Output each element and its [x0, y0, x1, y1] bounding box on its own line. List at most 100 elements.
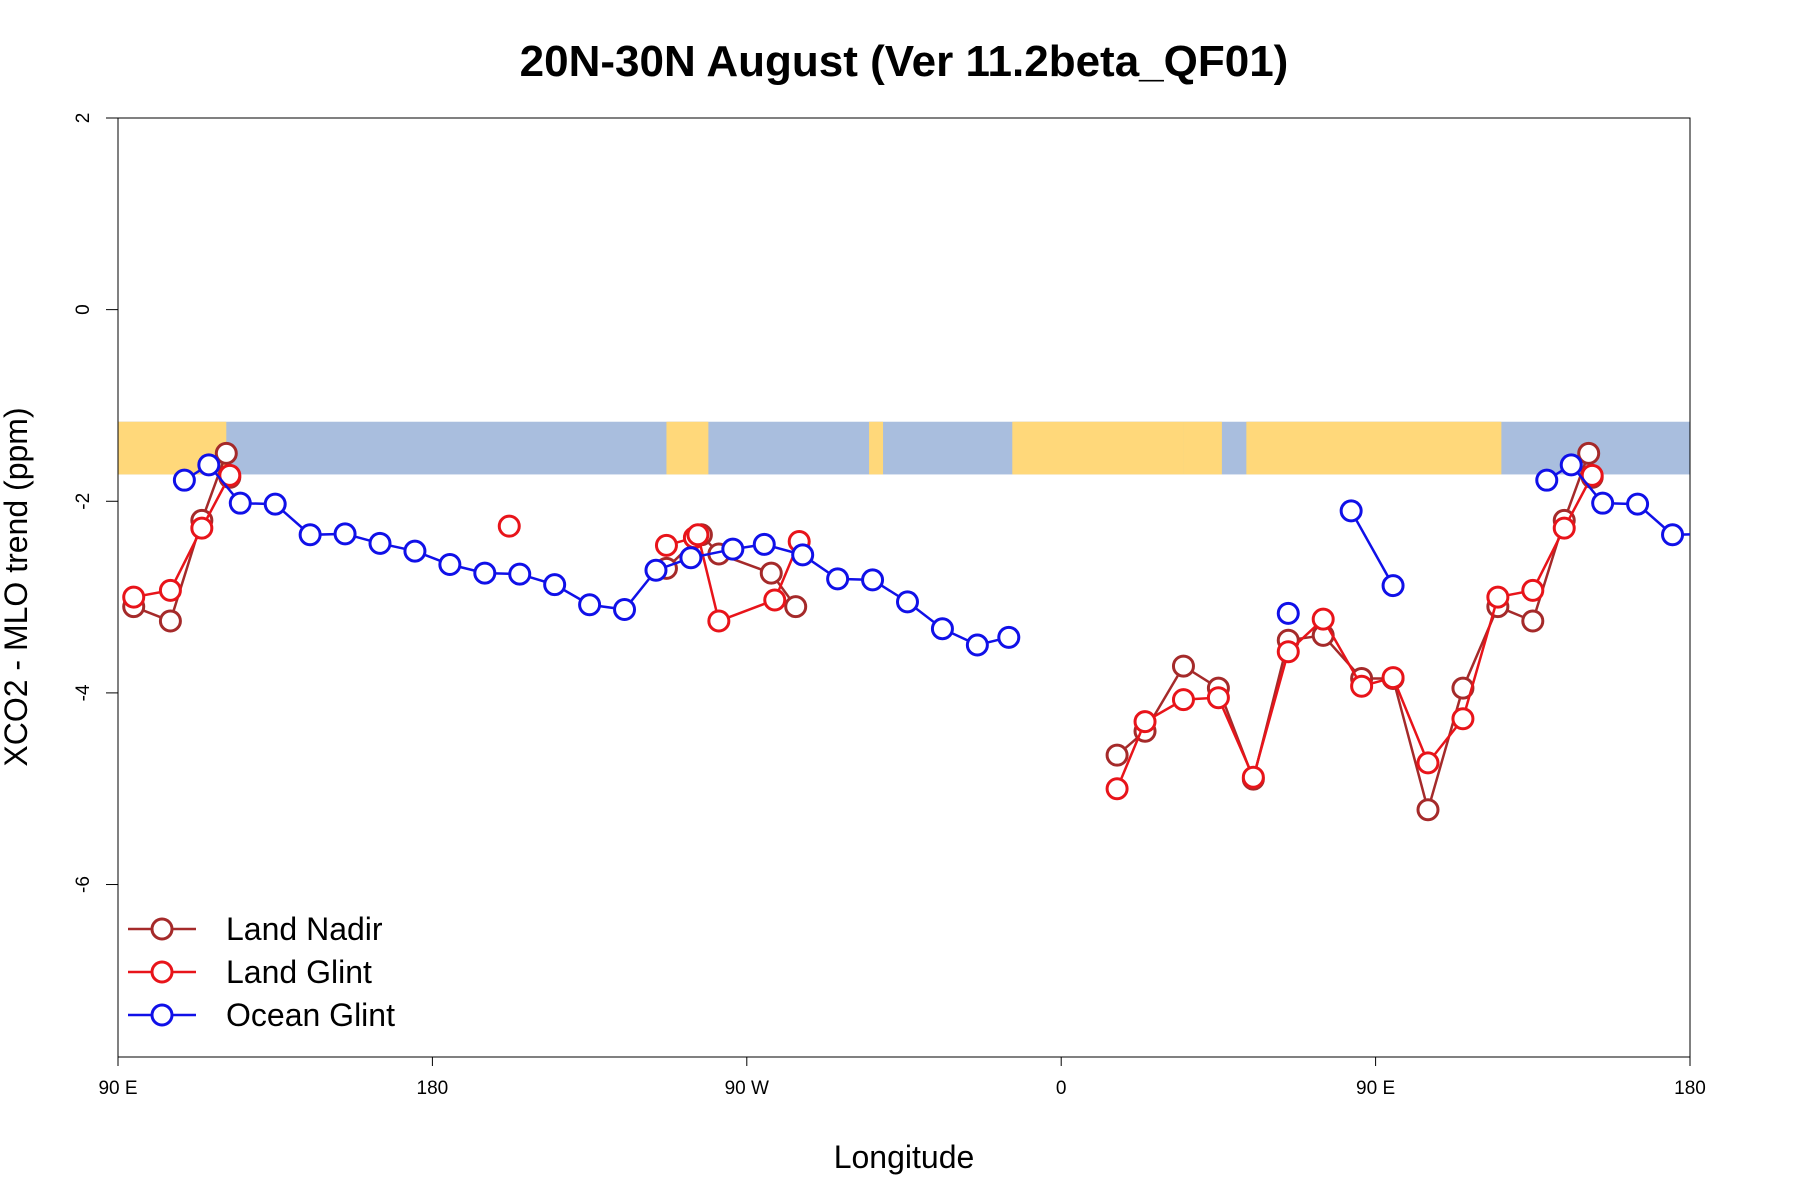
point-ocean-glint [1339, 499, 1363, 523]
point-land-glint [763, 588, 787, 612]
point-land-glint [1241, 765, 1265, 789]
point-ocean-glint [1381, 574, 1405, 598]
point-ocean-glint [1626, 492, 1650, 516]
point-ocean-glint [613, 598, 637, 622]
x-tick-label: 90 E [1356, 1078, 1395, 1099]
point-land-nadir [158, 609, 182, 633]
chart-title: 20N-30N August (Ver 11.2beta_QF01) [520, 37, 1289, 86]
point-ocean-glint [721, 537, 745, 561]
legend-item-land-nadir: Land Nadir [128, 911, 383, 947]
legend: Land Nadir Land Glint Ocean Glint [128, 911, 395, 1033]
point-ocean-glint [438, 553, 462, 577]
point-ocean-glint [752, 532, 776, 556]
y-tick-label: -6 [73, 876, 94, 893]
point-land-glint [654, 533, 678, 557]
map-band-land [666, 421, 709, 475]
point-ocean-glint [1535, 468, 1559, 492]
series-ocean-glint [172, 453, 1787, 657]
series-line-land-nadir [1116, 452, 1594, 815]
point-land-glint [218, 463, 242, 487]
legend-marker-land-glint [150, 960, 174, 984]
point-ocean-glint [333, 522, 357, 546]
legend-marker-land-nadir [150, 917, 174, 941]
point-ocean-glint [1697, 524, 1717, 544]
point-land-glint [1451, 707, 1475, 731]
y-axis: 2 0 -2 -4 -6 [73, 113, 119, 893]
x-axis-title: Longitude [834, 1139, 975, 1175]
point-ocean-glint [965, 633, 989, 657]
point-ocean-glint [368, 531, 392, 555]
point-land-nadir [214, 441, 238, 465]
point-land-nadir [1521, 609, 1545, 633]
legend-label-land-nadir: Land Nadir [226, 911, 383, 947]
point-land-glint [1133, 710, 1157, 734]
point-land-nadir [1171, 654, 1195, 678]
point-ocean-glint [1661, 523, 1685, 547]
legend-label-ocean-glint: Ocean Glint [226, 997, 395, 1033]
map-band-land [1012, 421, 1184, 475]
point-land-glint [1105, 777, 1129, 801]
point-ocean-glint [263, 492, 287, 516]
point-ocean-glint [1767, 541, 1787, 561]
point-ocean-glint [826, 567, 850, 591]
legend-item-ocean-glint: Ocean Glint [128, 997, 395, 1033]
series-line-ocean-glint [183, 463, 1010, 647]
point-ocean-glint [1732, 533, 1752, 553]
series-land-glint [122, 463, 1604, 801]
series-line-land-glint [133, 474, 231, 599]
map-band-land [1246, 421, 1502, 475]
series-land-nadir [122, 441, 1604, 822]
point-ocean-glint [197, 453, 221, 477]
point-land-glint [1276, 640, 1300, 664]
point-land-glint [1350, 674, 1374, 698]
point-land-glint [1206, 686, 1230, 710]
point-land-glint [1580, 463, 1604, 487]
x-axis: 90 E 180 90 W 0 90 E 180 [98, 1056, 1706, 1099]
point-land-nadir [1105, 743, 1129, 767]
point-ocean-glint [403, 539, 427, 563]
series-line-land-glint [1115, 474, 1594, 790]
point-ocean-glint [861, 568, 885, 592]
y-tick-label: -2 [73, 493, 94, 510]
point-land-glint [158, 578, 182, 602]
point-land-glint [122, 585, 146, 609]
point-land-glint [707, 609, 731, 633]
point-land-glint [1521, 578, 1545, 602]
point-land-glint [1381, 666, 1405, 690]
point-ocean-glint [543, 573, 567, 597]
point-ocean-glint [679, 546, 703, 570]
series-line-ocean-glint [1350, 510, 1395, 587]
point-ocean-glint [930, 617, 954, 641]
legend-label-land-glint: Land Glint [226, 954, 372, 990]
point-land-glint [1552, 516, 1576, 540]
x-tick-label: 90 E [98, 1078, 137, 1099]
point-land-glint [1486, 585, 1510, 609]
point-ocean-glint [997, 625, 1021, 649]
point-ocean-glint [644, 558, 668, 582]
point-land-nadir [784, 595, 808, 619]
point-land-glint [1416, 751, 1440, 775]
y-tick-label: 2 [73, 113, 94, 124]
point-ocean-glint [508, 562, 532, 586]
point-ocean-glint [895, 590, 919, 614]
point-land-nadir [759, 561, 783, 585]
x-tick-label: 0 [1056, 1078, 1067, 1099]
point-land-glint [1311, 607, 1335, 631]
point-land-nadir [1416, 798, 1440, 822]
point-land-glint [686, 523, 710, 547]
y-tick-label: -4 [73, 684, 94, 701]
point-ocean-glint [172, 468, 196, 492]
y-axis-title: XCO2 - MLO trend (ppm) [0, 407, 34, 766]
legend-marker-ocean-glint [150, 1003, 174, 1027]
map-band [118, 421, 1690, 475]
point-ocean-glint [1591, 491, 1615, 515]
x-tick-label: 180 [1674, 1078, 1706, 1099]
point-land-glint [1171, 688, 1195, 712]
x-tick-label: 180 [417, 1078, 449, 1099]
point-ocean-glint [791, 543, 815, 567]
map-band-land [869, 421, 884, 475]
y-tick-label: 0 [73, 304, 94, 315]
map-band-land [1183, 421, 1222, 475]
point-ocean-glint [298, 523, 322, 547]
